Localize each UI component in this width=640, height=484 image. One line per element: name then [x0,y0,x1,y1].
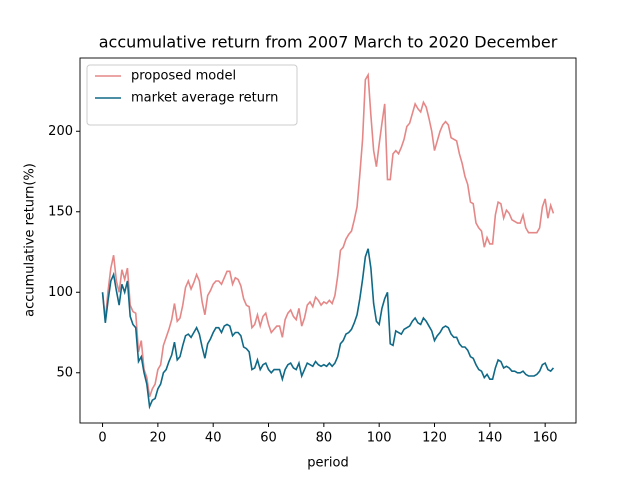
y-axis-label: accumulative return(%) [23,163,38,317]
x-tick-label: 0 [98,431,106,446]
data-line [101,72,555,398]
x-tick-label: 80 [316,431,333,446]
y-tick-label: 100 [48,285,73,300]
chart-title: accumulative return from 2007 March to 2… [99,33,558,52]
plot-frame [79,57,577,424]
legend: proposed model market average return [86,64,298,126]
data-line [101,248,555,410]
x-axis-label: period [307,456,348,471]
y-tick-label: 200 [48,124,73,139]
x-tick-label: 120 [422,431,447,446]
x-tick-label: 100 [367,431,392,446]
legend-label: proposed model [131,69,236,84]
legend-label: market average return [131,91,278,106]
legend-box [86,64,298,126]
y-tick-label: 150 [48,204,73,219]
x-tick-label: 140 [477,431,502,446]
x-tick-label: 40 [205,431,222,446]
x-tick-label: 160 [533,431,558,446]
x-tick-label: 60 [260,431,277,446]
x-tick-label: 20 [150,431,167,446]
y-tick-label: 50 [56,365,73,380]
